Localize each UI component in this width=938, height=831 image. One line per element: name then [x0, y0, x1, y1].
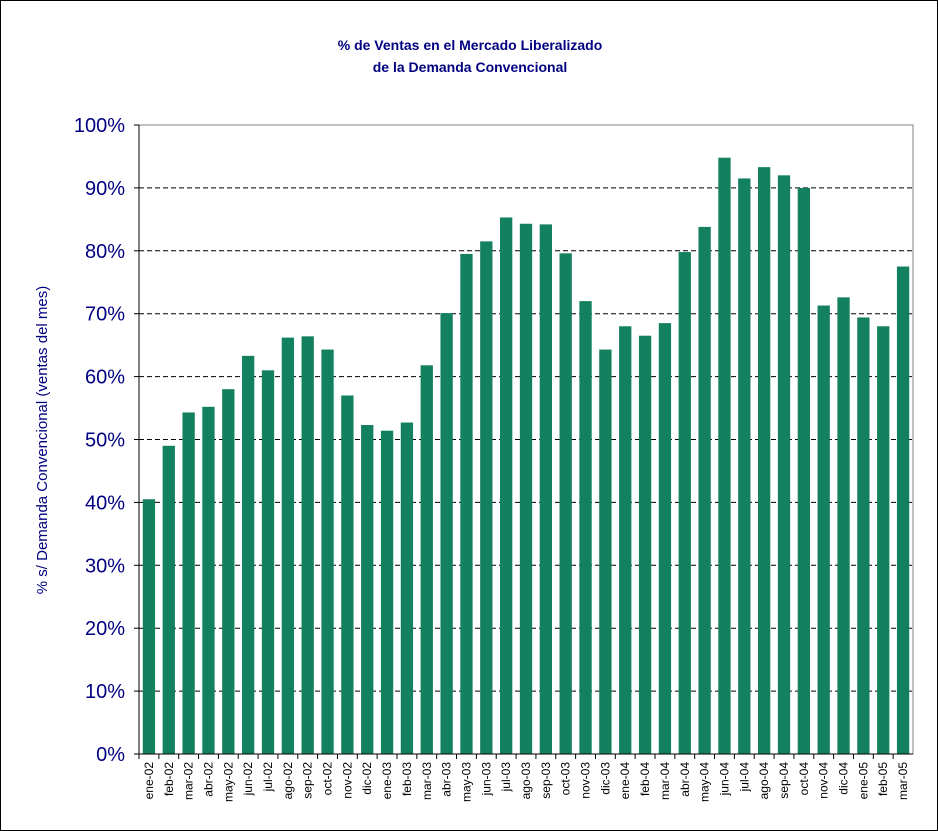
bar — [341, 395, 354, 754]
x-tick-label: nov-02 — [340, 762, 354, 799]
x-tick-label: feb-03 — [400, 762, 414, 796]
y-tick-label: 20% — [85, 618, 125, 640]
x-tick-label: mar-04 — [658, 762, 672, 800]
bar — [638, 335, 652, 754]
x-tick-label: may-03 — [459, 762, 473, 802]
bar — [361, 425, 374, 754]
x-tick-label: abr-02 — [201, 762, 215, 797]
bar — [559, 253, 572, 755]
bar — [539, 224, 552, 754]
bar — [202, 406, 215, 754]
x-tick-label: feb-04 — [638, 762, 652, 796]
x-tick-label: jun-02 — [241, 762, 255, 797]
y-tick-label: 90% — [85, 178, 125, 200]
x-tick-label: ago-02 — [281, 762, 295, 800]
y-tick-label: 80% — [85, 241, 125, 263]
bar — [400, 422, 414, 754]
bar — [380, 430, 394, 754]
x-tick-label: dic-02 — [360, 762, 374, 795]
chart-title: de la Demanda Convencional — [373, 59, 568, 75]
bar — [599, 349, 612, 754]
bar — [579, 301, 592, 754]
bar — [281, 337, 294, 754]
x-tick-label: may-04 — [698, 762, 712, 802]
x-tick-label: jul-03 — [499, 762, 513, 793]
bar — [698, 226, 711, 754]
x-tick-label: ene-04 — [618, 762, 632, 800]
x-tick-label: mar-03 — [420, 762, 434, 800]
bar — [896, 266, 910, 754]
x-tick-label: oct-02 — [321, 762, 335, 796]
bar — [460, 253, 473, 754]
bar — [242, 355, 255, 754]
bar — [777, 175, 791, 754]
x-tick-label: sep-02 — [301, 762, 315, 799]
bar — [480, 241, 493, 755]
x-tick-label: sep-04 — [777, 762, 791, 799]
y-tick-label: 40% — [85, 492, 125, 514]
x-tick-label: abr-03 — [440, 762, 454, 797]
x-tick-label: mar-02 — [182, 762, 196, 800]
bar — [837, 297, 850, 754]
bar — [500, 217, 513, 754]
x-tick-label: feb-02 — [162, 762, 176, 796]
bar — [142, 499, 156, 754]
x-tick-label: ene-02 — [142, 762, 156, 800]
y-tick-label: 30% — [85, 555, 125, 577]
x-tick-label: ene-05 — [856, 762, 870, 800]
bar — [162, 445, 175, 754]
y-tick-label: 50% — [85, 430, 125, 452]
x-tick-label: jul-02 — [261, 762, 275, 793]
x-tick-label: feb-05 — [876, 762, 890, 796]
bar — [619, 326, 632, 754]
bar — [182, 412, 195, 754]
bar — [857, 317, 870, 754]
x-tick-label: abr-04 — [678, 762, 692, 797]
x-tick-label: jun-03 — [479, 762, 493, 797]
x-tick-label: jun-04 — [717, 762, 731, 797]
x-tick-label: oct-04 — [797, 762, 811, 796]
bar — [301, 336, 314, 754]
x-tick-label: jul-04 — [737, 762, 751, 793]
chart-title: % de Ventas en el Mercado Liberalizado — [338, 37, 603, 53]
y-tick-label: 0% — [96, 744, 125, 766]
bar — [658, 323, 672, 754]
bar — [877, 326, 890, 754]
bar — [440, 313, 453, 754]
x-tick-label: ago-03 — [519, 762, 533, 800]
bar — [222, 389, 235, 754]
bar — [738, 178, 751, 755]
bar — [420, 365, 433, 754]
x-tick-label: ene-03 — [380, 762, 394, 800]
bar — [817, 305, 830, 754]
bar — [718, 157, 731, 754]
x-tick-label: nov-04 — [817, 762, 831, 799]
bar — [519, 223, 533, 755]
y-tick-label: 10% — [85, 681, 125, 703]
x-tick-label: dic-04 — [837, 762, 851, 795]
y-tick-label: 100% — [74, 115, 125, 137]
y-tick-label: 60% — [85, 367, 125, 389]
bar — [797, 187, 810, 754]
x-tick-label: dic-03 — [598, 762, 612, 795]
y-tick-label: 70% — [85, 304, 125, 326]
bar — [261, 370, 275, 754]
bar — [758, 167, 771, 754]
x-tick-label: sep-03 — [539, 762, 553, 799]
x-tick-label: may-02 — [221, 762, 235, 802]
x-tick-label: oct-03 — [559, 762, 573, 796]
x-tick-label: nov-03 — [579, 762, 593, 799]
x-tick-label: mar-05 — [896, 762, 910, 800]
y-axis-label: % s/ Demanda Convencional (ventas del me… — [34, 286, 51, 594]
bar — [321, 349, 334, 754]
bar — [678, 252, 691, 755]
x-tick-label: ago-04 — [757, 762, 771, 800]
